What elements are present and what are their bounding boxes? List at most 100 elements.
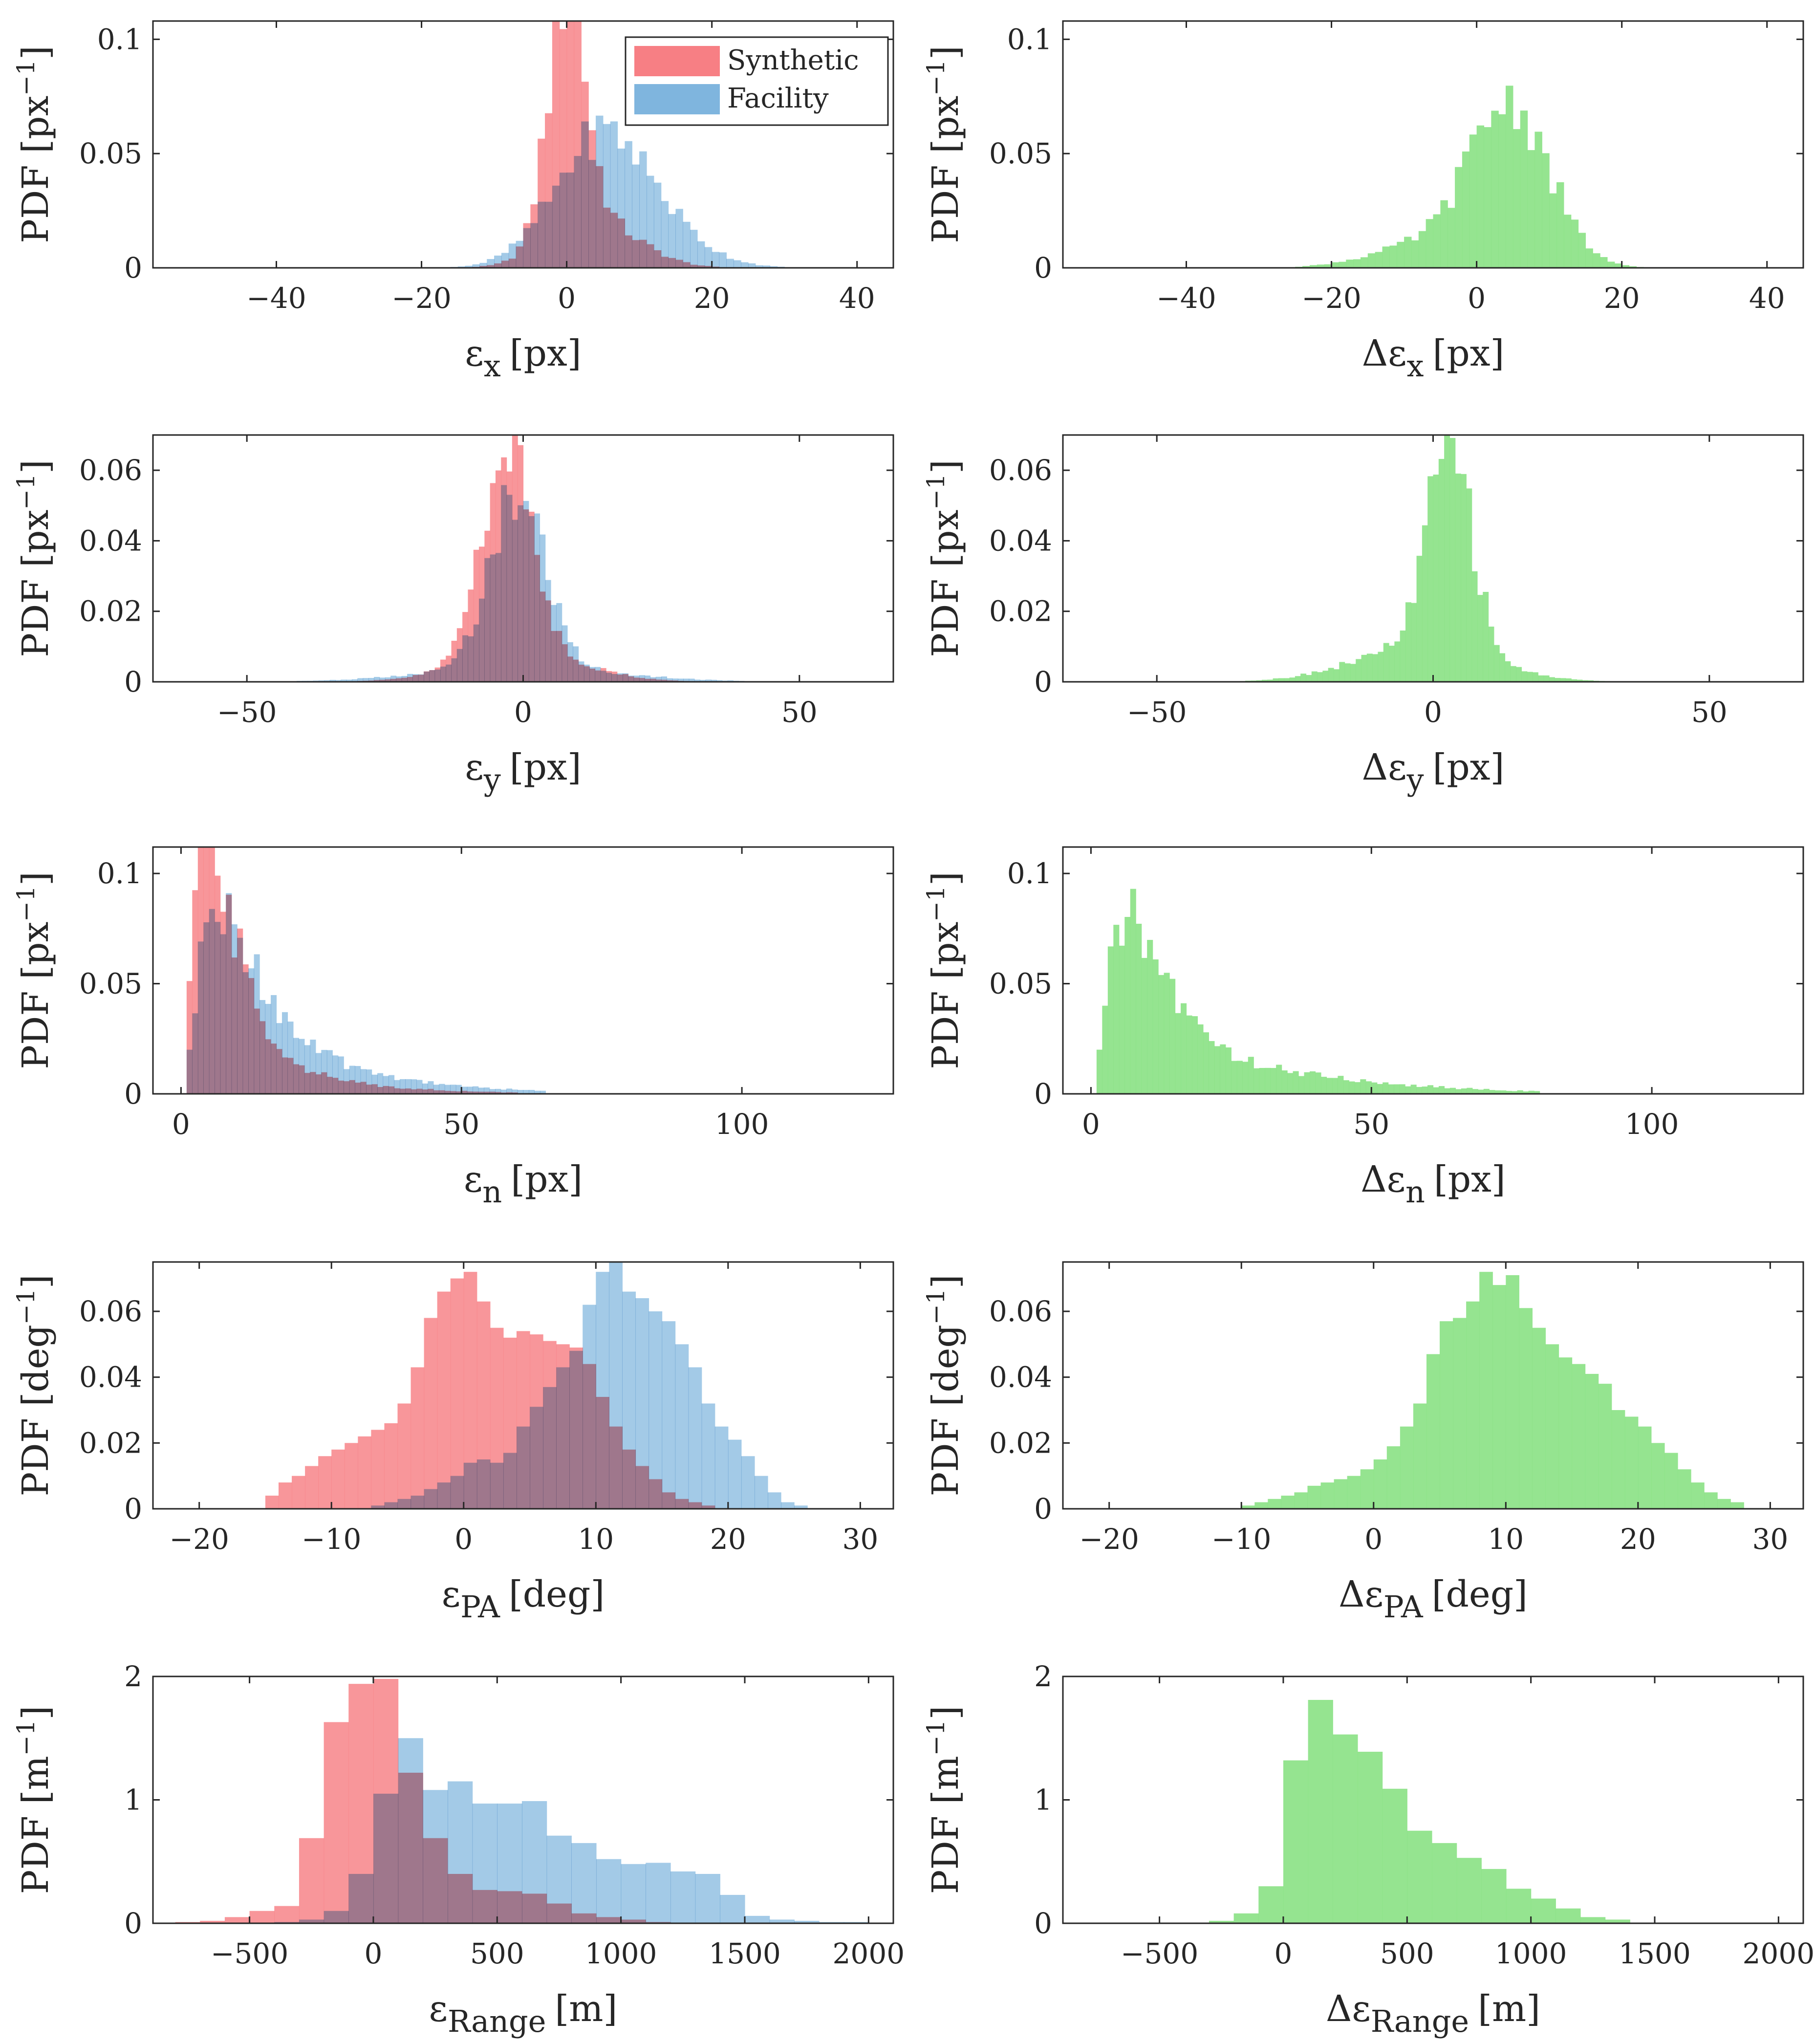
axes-box [1062,846,1804,1095]
bar-difference [1427,1085,1434,1094]
bar-facility [203,922,210,1094]
bar-facility [701,1403,715,1509]
bar-facility [530,1407,543,1509]
x-tick-label: 30 [1752,1522,1788,1556]
bar-facility [714,1426,729,1509]
bar-difference [1169,979,1176,1094]
bar-difference [1378,652,1384,682]
bar-difference [1253,1068,1260,1094]
bar-difference [1545,1344,1559,1509]
histogram-bars [1259,86,1738,268]
x-tick-label: 100 [715,1108,769,1141]
bar-facility [423,1790,448,1923]
bar-difference [1102,1005,1108,1094]
bar-facility [670,1871,696,1923]
bar-facility [603,124,611,268]
bar-difference [1512,129,1521,268]
bar-facility [697,241,705,268]
legend-swatch-facility [634,84,720,114]
bar-facility [501,485,507,682]
bar-difference [1492,1285,1506,1509]
bar-difference [1528,1090,1534,1094]
bar-facility [762,265,771,268]
bar-facility [571,1843,597,1923]
y-axis-label: PDF [deg−1] [12,1275,57,1497]
chart-ey: −50 0 50 0 0.02 0.04 0.06 εy [px] PDF [px−1] [12,434,894,798]
bar-facility [543,1387,557,1509]
bar-difference [1130,889,1136,1094]
bar-facility [450,1085,456,1094]
bar-facility [379,677,386,682]
bar-difference [1357,1752,1383,1923]
bar-difference [1214,1046,1220,1094]
bar-facility [700,680,706,682]
bar-difference [1704,1492,1718,1509]
bar-difference [1410,1085,1417,1094]
bar-facility [512,520,518,682]
bar-difference [1691,1482,1705,1509]
x-tick-label: −50 [217,696,277,729]
bar-difference [1152,959,1159,1094]
bar-difference [1311,671,1318,682]
bar-difference [1366,653,1373,682]
bar-difference [1347,1476,1361,1509]
chart-den: 0 50 100 0 0.05 0.1 Δεn [px] PDF [px−1] [922,846,1804,1210]
bar-facility [428,1081,434,1094]
bar-facility [516,1426,530,1509]
y-tick-label: 0 [1034,1492,1052,1525]
bar-difference [1365,1081,1372,1094]
bar-synthetic [299,1838,324,1923]
y-tick-label: 0.05 [989,967,1052,1000]
bar-difference [1158,975,1165,1094]
bar-facility [675,1344,689,1509]
bar-facility [755,265,763,268]
bar-facility [623,673,628,682]
bar-difference [1113,925,1120,1094]
bar-difference [1259,1068,1265,1094]
bar-difference [1517,1090,1523,1094]
bar-difference [1542,153,1550,268]
y-axis-label: PDF [px−1] [922,459,967,657]
bar-facility [635,1298,649,1509]
bar-facility [589,667,596,682]
axes-box [152,20,894,269]
x-axis-label: εRange [m] [429,1988,618,2039]
bar-difference [1220,1044,1226,1094]
x-tick-label: −20 [169,1522,229,1556]
bar-synthetic [324,1722,349,1923]
bar-facility [551,605,557,682]
bar-difference [1521,671,1528,682]
bar-difference [1449,1087,1456,1094]
bar-difference [1400,631,1406,682]
bar-difference [1549,193,1557,268]
x-tick-label: 1000 [585,1937,657,1970]
bar-difference [1461,474,1467,682]
bar-facility [523,500,529,682]
bar-facility [501,253,509,268]
bar-difference [1493,645,1500,682]
bar-facility [416,1080,423,1094]
chart-derange: −500 0 500 1000 1500 2000 0 1 2 ΔεRange [m] PDF [m−… [922,1660,1815,2039]
bar-facility [468,636,474,682]
bar-difference [1383,1082,1389,1094]
bar-synthetic [473,549,479,682]
bar-difference [1572,1364,1586,1509]
bar-facility [556,603,562,682]
y-tick-label: 0.02 [79,1426,142,1459]
bar-facility [606,673,612,682]
y-tick-label: 0.1 [97,22,142,56]
bar-facility [315,1053,322,1094]
bar-facility [371,1505,385,1509]
bar-facility [754,1476,768,1509]
x-tick-label: 40 [1749,282,1785,315]
x-axis-label: εn [px] [464,1158,583,1210]
bar-difference [1598,1384,1612,1509]
bar-difference [1506,1275,1519,1509]
bar-facility [595,667,601,682]
bar-facility [741,1456,755,1509]
x-tick-label: 0 [172,1108,190,1141]
bar-difference [1344,663,1351,682]
bar-facility [662,1321,676,1509]
bar-difference [1388,1084,1394,1094]
x-axis-label: εx [px] [465,332,581,384]
